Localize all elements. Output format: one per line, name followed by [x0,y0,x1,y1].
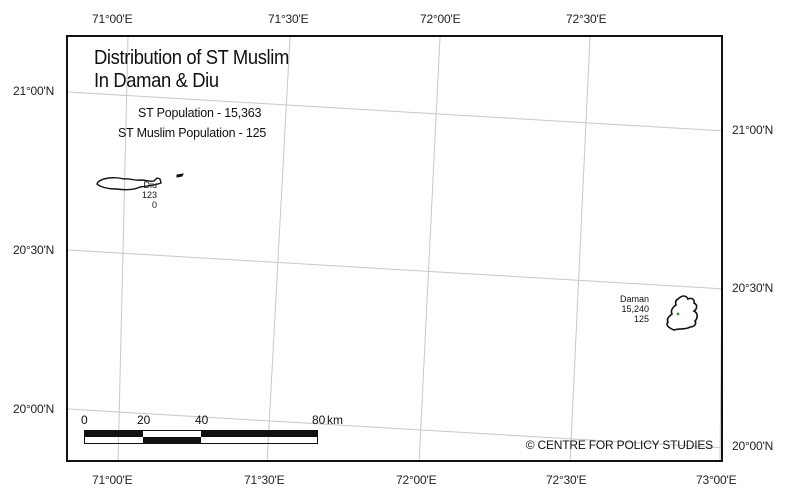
credit-text: © CENTRE FOR POLICY STUDIES [525,438,713,452]
scale-seg-2 [143,437,201,443]
diu-label: Diu 123 0 [142,180,157,210]
graticule [68,37,721,460]
diu-muslim: 0 [152,200,158,210]
bottom-lon-label: 73°00'E [696,473,737,487]
right-lat-label: 20°30'N [732,281,774,295]
latitude-line [68,408,721,449]
diu-total: 123 [142,190,158,200]
daman-total: 15,240 [621,304,649,314]
daman-label: Daman 15,240 125 [620,294,649,324]
scale-seg-1 [85,431,143,437]
left-lat-label: 21°00'N [13,84,55,98]
latitude-line [68,249,721,290]
title-line-1: Distribution of ST Muslim [94,47,289,69]
top-lon-label: 71°00'E [92,12,133,26]
longitude-line [569,37,591,460]
scale-bar-body [84,430,318,444]
top-lon-label: 71°30'E [268,12,309,26]
st-muslim-population-text: ST Muslim Population - 125 [118,126,267,140]
latitude-line [68,91,721,132]
right-lat-label: 21°00'N [732,123,774,137]
scale-bar: 0 20 40 80 km [81,413,343,453]
st-population-text: ST Population - 15,363 [138,106,262,120]
bottom-lon-label: 72°30'E [546,473,587,487]
daman-outline [666,295,698,331]
bottom-lon-label: 71°30'E [244,473,285,487]
map-frame: Distribution of ST Muslim In Daman & Diu… [66,35,723,462]
title-line-2: In Daman & Diu [94,70,219,92]
diu-islet [176,173,184,178]
longitude-line [418,37,441,460]
map-title: Distribution of ST Muslim In Daman & Diu [94,47,289,93]
top-lon-label: 72°30'E [566,12,607,26]
left-lat-label: 20°00'N [13,402,55,416]
daman-muslim: 125 [633,314,649,324]
scale-label-0: 0 [81,413,88,427]
scale-unit: km [327,413,343,427]
diu-outline [96,177,162,191]
longitude-line [117,37,129,460]
top-lon-label: 72°00'E [420,12,461,26]
daman-dot [676,312,680,316]
left-lat-label: 20°30'N [13,243,55,257]
scale-label-40: 40 [195,413,209,427]
longitude-line [719,315,721,460]
scale-label-20: 20 [137,413,151,427]
daman-name: Daman [619,294,649,304]
longitude-line [266,37,291,460]
bottom-lon-label: 71°00'E [92,473,133,487]
scale-label-80: 80 [312,413,326,427]
right-lat-label: 20°00'N [732,439,774,453]
scale-seg-3 [201,431,317,437]
bottom-lon-label: 72°00'E [396,473,437,487]
diu-name: Diu [143,180,158,190]
